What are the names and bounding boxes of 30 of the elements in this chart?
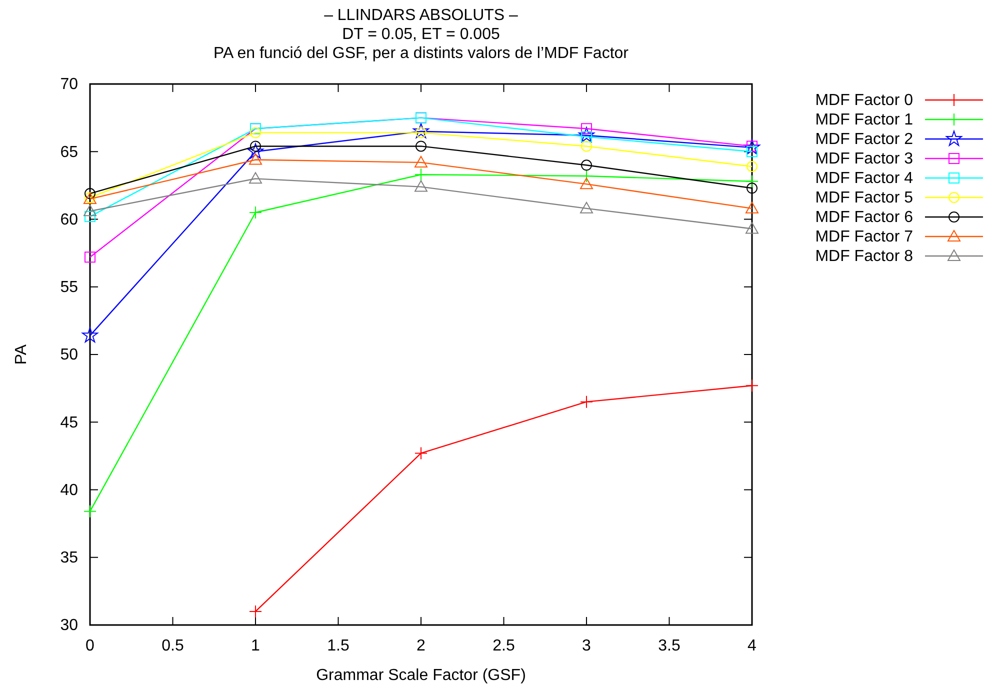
legend-label: MDF Factor 1 <box>815 112 914 128</box>
y-tick-label: 45 <box>60 414 78 432</box>
legend-label: MDF Factor 6 <box>815 209 914 226</box>
legend-label: MDF Factor 7 <box>815 228 914 246</box>
x-tick-label: 3 <box>582 637 592 654</box>
legend-label: MDF Factor 4 <box>815 170 914 187</box>
y-tick-label: 70 <box>60 76 78 94</box>
x-tick-label: 3.5 <box>658 637 680 654</box>
x-tick-label: 1 <box>251 637 260 654</box>
x-tick-label: 2 <box>416 637 426 654</box>
y-tick-label: 55 <box>60 278 78 296</box>
chart-title: – LLINDARS ABSOLUTS – DT = 0.05, ET = 0.005 PA en funció del GSF, per a distints valors de l’MDF Factor <box>214 7 630 62</box>
y-tick-label: 40 <box>60 482 78 499</box>
legend-label: MDF Factor 5 <box>815 190 914 206</box>
x-axis-title: Grammar Scale Factor (GSF) <box>316 667 526 684</box>
x-tick-label: 1.5 <box>327 637 350 654</box>
legend-label: MDF Factor 3 <box>815 150 914 168</box>
legend-label: MDF Factor 8 <box>815 248 914 265</box>
x-tick-label: 0 <box>86 637 95 654</box>
y-axis-title: PA <box>13 344 30 365</box>
x-tick-label: 4 <box>748 637 757 654</box>
legend-label: MDF Factor 0 <box>815 92 914 109</box>
y-tick-label: 35 <box>60 549 78 566</box>
y-tick-label: 60 <box>60 211 78 228</box>
y-tick-label: 65 <box>60 144 78 161</box>
y-tick-label: 50 <box>60 346 78 364</box>
y-tick-label: 30 <box>60 617 78 634</box>
x-tick-label: 0.5 <box>162 637 184 654</box>
x-tick-label: 2.5 <box>492 637 515 654</box>
legend-label: MDF Factor 2 <box>815 131 914 148</box>
